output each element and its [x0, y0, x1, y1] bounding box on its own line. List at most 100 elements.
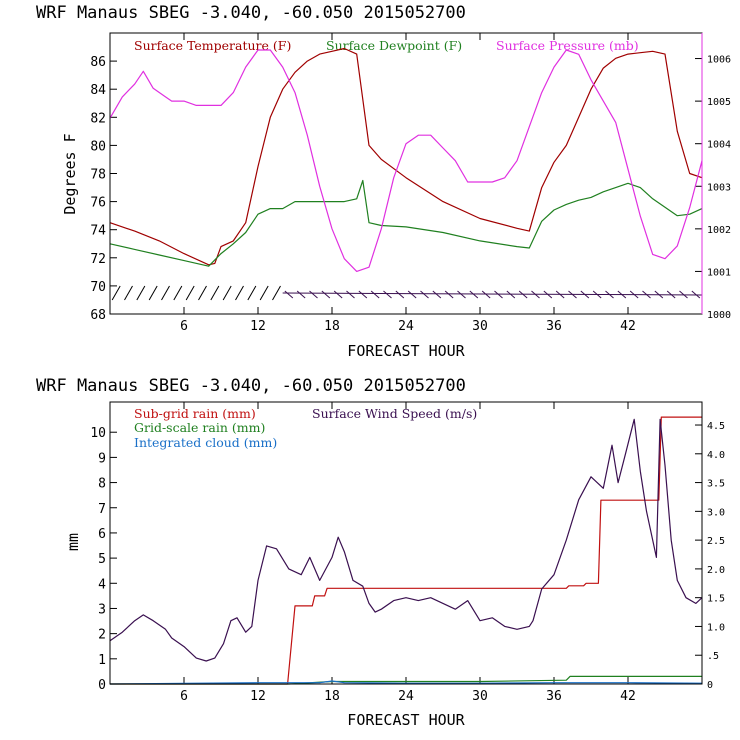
- wind-barb: [617, 290, 627, 299]
- wind-barb: [309, 290, 318, 299]
- x-tick-label: 36: [546, 689, 562, 704]
- legend-surface-temperature: Surface Temperature (F): [134, 38, 291, 53]
- wind-barb: [370, 290, 380, 299]
- legend-integrated-cloud: Integrated cloud (mm): [134, 435, 277, 450]
- wind-barb: [469, 290, 479, 299]
- wind-barb: [136, 285, 146, 301]
- wind-barb: [124, 285, 133, 301]
- legend-gridscale-rain: Grid-scale rain (mm): [134, 420, 265, 435]
- wind-barb: [494, 290, 503, 299]
- series-line-surface-dewpoint-f: [109, 179, 703, 267]
- x-tick-label: 24: [398, 319, 414, 334]
- y2-tick-label: 0: [707, 680, 713, 691]
- y-tick-label: 9: [98, 451, 106, 466]
- x-tick-label: 36: [546, 319, 562, 334]
- bottom-chart-title: WRF Manaus SBEG -3.040, -60.050 20150527…: [36, 376, 466, 396]
- wind-barb: [654, 290, 664, 299]
- y2-tick-label: 4.0: [707, 450, 725, 461]
- wind-barb: [198, 285, 207, 301]
- y-tick-label: 68: [90, 308, 106, 323]
- y-tick-label: 4: [98, 577, 106, 592]
- y-tick-label: 2: [98, 628, 106, 643]
- x-tick-label: 12: [250, 319, 266, 334]
- wind-barb: [580, 290, 590, 299]
- wind-barb: [555, 290, 565, 299]
- wind-barb: [506, 290, 516, 299]
- y-tick-label: 1: [98, 653, 106, 668]
- wind-barb: [691, 290, 701, 299]
- wind-barb: [222, 285, 232, 301]
- wind-barb: [407, 290, 417, 299]
- series-line-sub-grid-rain-mm: [110, 416, 702, 685]
- legend-subgrid-rain: Sub-grid rain (mm): [134, 406, 256, 421]
- wind-barb: [173, 285, 183, 301]
- y2-tick-label: 1.5: [707, 594, 725, 605]
- wind-barb: [531, 290, 540, 299]
- wind-barb: [679, 290, 688, 299]
- wind-barb: [210, 285, 220, 301]
- y-tick-label: 78: [90, 168, 106, 183]
- y-tick-label: 82: [90, 111, 106, 126]
- top-y-axis-label: Degrees F: [61, 133, 79, 214]
- wind-barbs: [111, 285, 703, 301]
- y2-tick-label: 2.0: [707, 565, 725, 576]
- y-tick-label: 70: [90, 280, 106, 295]
- wind-barb: [111, 285, 121, 301]
- x-tick-label: 6: [180, 689, 188, 704]
- y2-tick-label: 1002: [707, 225, 731, 236]
- y-tick-label: 74: [90, 224, 106, 239]
- wind-barb: [148, 285, 158, 301]
- y-tick-label: 86: [90, 55, 106, 70]
- y2-tick-label: 1004: [707, 140, 731, 151]
- y-tick-label: 7: [98, 502, 106, 517]
- y-tick-label: 80: [90, 139, 106, 154]
- wind-barb: [481, 290, 491, 299]
- series-line-integrated-cloud-mm: [109, 680, 703, 685]
- wind-barb: [432, 290, 442, 299]
- x-tick-label: 12: [250, 689, 266, 704]
- y2-tick-label: 3.5: [707, 479, 725, 490]
- wind-barb-baseline: [282, 292, 703, 296]
- top-plot-frame: [109, 32, 703, 315]
- y2-tick-label: 1005: [707, 97, 731, 108]
- y-tick-label: 8: [98, 477, 106, 492]
- wind-barb: [284, 290, 294, 299]
- y-tick-label: 6: [98, 527, 106, 542]
- x-tick-label: 6: [180, 319, 188, 334]
- wind-barb: [666, 290, 676, 299]
- y2-tick-label: .5: [707, 651, 719, 662]
- wind-barb: [444, 290, 454, 299]
- y-tick-label: 3: [98, 602, 106, 617]
- series-line-surface-temperature-f: [109, 47, 703, 266]
- legend-surface-wind-speed: Surface Wind Speed (m/s): [312, 406, 477, 421]
- wind-barb: [642, 290, 651, 299]
- wind-barb: [420, 290, 429, 299]
- wind-barb: [272, 285, 281, 301]
- wind-barb: [161, 285, 170, 301]
- wind-barb: [543, 290, 553, 299]
- wind-barb: [346, 290, 355, 299]
- legend-surface-dewpoint: Surface Dewpoint (F): [326, 38, 462, 53]
- x-tick-label: 42: [620, 689, 636, 704]
- wind-barb: [592, 290, 602, 299]
- y-tick-label: 72: [90, 252, 106, 267]
- wind-barb: [235, 285, 244, 301]
- wind-barb: [457, 290, 466, 299]
- y-tick-label: 84: [90, 83, 106, 98]
- wind-barb: [247, 285, 257, 301]
- y2-tick-label: 2.5: [707, 536, 725, 547]
- wind-barb: [333, 290, 343, 299]
- x-tick-label: 18: [324, 689, 340, 704]
- y2-tick-label: 4.5: [707, 421, 725, 432]
- y2-tick-label: 1000: [707, 310, 731, 321]
- wind-barb: [629, 290, 639, 299]
- bottom-plot-frame: [109, 401, 703, 685]
- y2-tick-label: 1.0: [707, 622, 725, 633]
- series-line-surface-pressure-mb: [109, 49, 703, 272]
- y2-tick-label: 1006: [707, 55, 731, 66]
- y-tick-label: 10: [90, 426, 106, 441]
- x-tick-label: 30: [472, 689, 488, 704]
- top-x-axis-label: FORECAST HOUR: [347, 342, 465, 360]
- wind-barb: [395, 290, 405, 299]
- wind-barb: [518, 290, 528, 299]
